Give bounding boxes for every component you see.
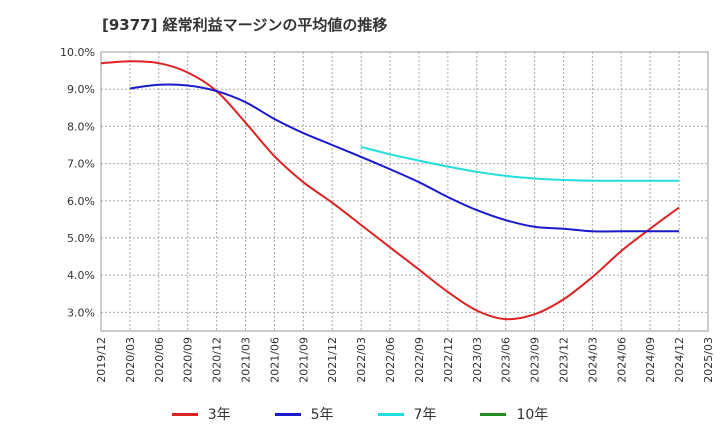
- x-tick-label: 2021/09: [297, 337, 310, 383]
- x-tick-label: 2024/09: [644, 337, 657, 383]
- legend-item: 10年: [480, 404, 548, 424]
- x-tick-label: 2022/06: [384, 337, 397, 383]
- x-tick-label: 2022/03: [355, 337, 368, 383]
- x-tick-label: 2019/12: [95, 337, 108, 383]
- x-tick-label: 2020/09: [182, 337, 195, 383]
- legend-item: 3年: [171, 404, 231, 424]
- x-tick-label: 2023/06: [500, 337, 513, 383]
- x-tick-label: 2021/06: [268, 337, 281, 383]
- x-tick-label: 2022/09: [413, 337, 426, 383]
- legend-swatch: [171, 412, 198, 416]
- x-tick-label: 2023/09: [529, 337, 542, 383]
- x-tick-label: 2020/03: [124, 337, 137, 383]
- y-tick-label: 3.0%: [67, 306, 95, 319]
- legend-label: 10年: [516, 407, 549, 423]
- series-line-1: [129, 83, 680, 233]
- y-tick-label: 10.0%: [60, 46, 95, 59]
- y-tick-label: 8.0%: [67, 120, 95, 133]
- x-tick-label: 2024/06: [615, 337, 628, 383]
- legend-swatch: [377, 412, 404, 416]
- legend: 3年 5年 7年 10年: [0, 404, 720, 424]
- series-line-0: [100, 60, 680, 321]
- x-axis-ticks: 2019/12 2020/03 2020/06 2020/09 2020/12 2021/…: [95, 337, 715, 383]
- x-tick-label: 2023/12: [557, 337, 570, 383]
- y-tick-label: 6.0%: [67, 195, 95, 208]
- x-tick-label: 2022/12: [442, 337, 455, 383]
- y-tick-label: 5.0%: [67, 232, 95, 245]
- legend-item: 7年: [377, 404, 437, 424]
- legend-label: 5年: [310, 407, 334, 423]
- x-tick-label: 2021/12: [326, 337, 339, 383]
- series-line-2: [360, 145, 680, 182]
- legend-item: 5年: [274, 404, 334, 424]
- chart-title: [9377] 経常利益マージンの平均値の推移: [102, 16, 388, 34]
- legend-label: 3年: [207, 407, 231, 423]
- y-tick-label: 7.0%: [67, 158, 95, 171]
- x-tick-label: 2021/03: [240, 337, 253, 383]
- legend-label: 7年: [413, 407, 437, 423]
- x-tick-label: 2020/06: [153, 337, 166, 383]
- plot-area-frame: [100, 51, 709, 332]
- x-tick-label: 2025/03: [702, 337, 715, 383]
- x-tick-label: 2024/03: [586, 337, 599, 383]
- x-tick-label: 2020/12: [211, 337, 224, 383]
- grid-lines: [101, 51, 708, 331]
- legend-swatch: [274, 412, 301, 416]
- x-tick-label: 2023/03: [471, 337, 484, 383]
- y-tick-label: 4.0%: [67, 269, 95, 282]
- series-lines: [100, 60, 680, 321]
- x-tick-label: 2024/12: [673, 337, 686, 383]
- legend-swatch: [480, 412, 507, 416]
- y-axis-ticks: 3.0% 4.0% 5.0% 6.0% 7.0% 8.0% 9.0% 10.0%: [60, 46, 95, 319]
- y-tick-label: 9.0%: [67, 83, 95, 96]
